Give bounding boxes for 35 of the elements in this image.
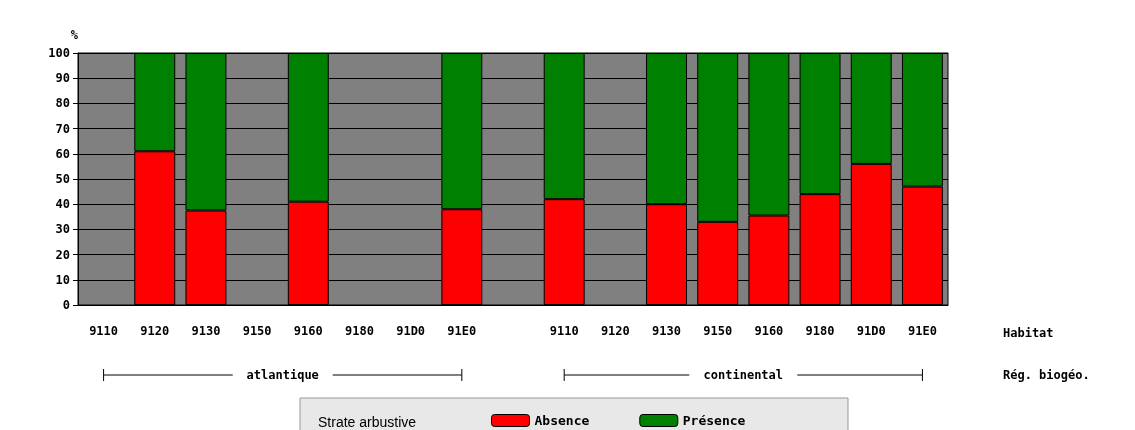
x-tick-label: 9120 xyxy=(140,324,170,338)
y-tick-label: 20 xyxy=(55,247,70,262)
y-tick-label: 80 xyxy=(55,96,70,111)
x-tick-label: 9130 xyxy=(191,324,221,338)
y-tick-label: 100 xyxy=(48,46,70,60)
text: Rég. biogéo. xyxy=(1003,368,1090,382)
y-tick-label: 40 xyxy=(55,197,70,212)
y-tick-label: 10 xyxy=(55,272,70,287)
x-tick-label: 9160 xyxy=(754,324,784,338)
y-tick-label: 90 xyxy=(55,71,70,86)
x-tick-label: 9180 xyxy=(805,324,835,338)
x-tick-label: 9120 xyxy=(600,324,630,338)
x-tick-label: 9150 xyxy=(242,324,272,338)
x-tick-label: 9150 xyxy=(703,324,733,338)
x-tick-label: 91D0 xyxy=(396,324,426,338)
x-tick-label: 9130 xyxy=(652,324,681,338)
x-tick-label: 91D0 xyxy=(856,324,886,338)
x-tick-label: 9110 xyxy=(549,324,579,338)
x-tick-label: 91E0 xyxy=(447,324,477,338)
x-tick-label: 9110 xyxy=(89,324,119,338)
y-tick-label: 50 xyxy=(55,172,70,186)
x-tick-label: 91E0 xyxy=(907,324,937,338)
text: continental xyxy=(703,368,784,382)
x-tick-label: 9180 xyxy=(345,324,374,338)
y-tick-label: 30 xyxy=(55,222,70,237)
y-tick-label: 0 xyxy=(62,298,70,312)
x-tick-label: 9160 xyxy=(293,324,323,338)
legend-title: Strate arbustive xyxy=(318,414,417,430)
y-tick-label: 60 xyxy=(55,146,70,161)
legend-label: Absence xyxy=(534,413,590,428)
y-tick-label: 70 xyxy=(55,121,70,136)
legend-label: Présence xyxy=(682,413,746,428)
x-axis-title: Habitat xyxy=(1003,326,1054,340)
text: atlantique xyxy=(246,368,319,382)
y-axis-title: % xyxy=(70,28,79,42)
